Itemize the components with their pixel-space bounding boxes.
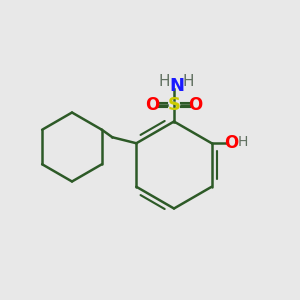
Text: O: O [188, 96, 203, 114]
Text: N: N [169, 77, 184, 95]
Text: H: H [238, 135, 248, 149]
Text: H: H [182, 74, 194, 88]
Text: H: H [158, 74, 169, 88]
Text: O: O [145, 96, 160, 114]
Text: O: O [224, 134, 238, 152]
Text: S: S [167, 96, 181, 114]
